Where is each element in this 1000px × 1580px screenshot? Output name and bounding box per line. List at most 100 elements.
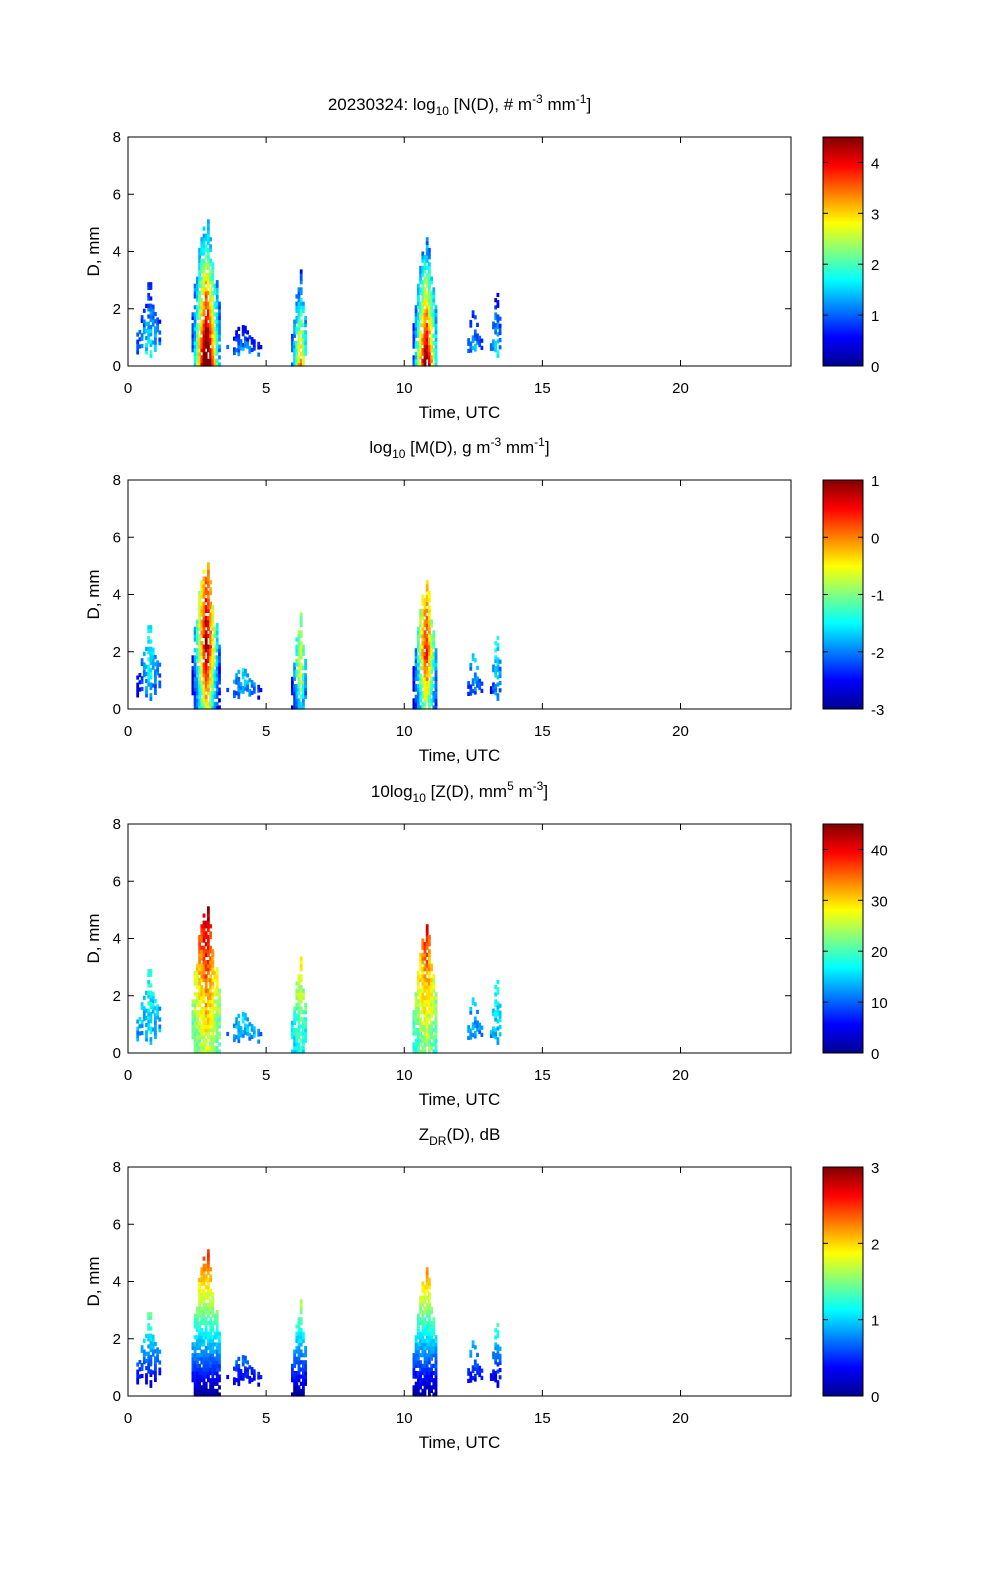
heatmap-cell	[211, 319, 215, 324]
heatmap-cell	[200, 276, 204, 281]
heatmap-cell	[293, 1006, 296, 1011]
heatmap-cell	[428, 337, 431, 342]
heatmap-cell	[467, 681, 470, 686]
heatmap-cell	[207, 648, 210, 653]
heatmap-cell	[226, 344, 230, 350]
heatmap-cell	[156, 1011, 159, 1016]
heatmap-cell	[200, 240, 204, 245]
heatmap-cell	[469, 348, 473, 353]
heatmap-cell	[498, 1014, 502, 1019]
heatmap-cell	[138, 337, 142, 342]
heatmap-cell	[302, 1335, 305, 1340]
heatmap-cell	[473, 1373, 477, 1378]
heatmap-cell	[211, 330, 215, 335]
heatmap-cell	[200, 583, 204, 588]
heatmap-cell	[425, 348, 429, 353]
heatmap-cell	[140, 661, 144, 666]
heatmap-cell	[196, 669, 199, 674]
heatmap-cell	[428, 666, 431, 671]
heatmap-cell	[158, 1017, 162, 1022]
heatmap-cell	[149, 307, 153, 312]
heatmap-cell	[200, 956, 204, 961]
heatmap-cell	[142, 326, 146, 331]
heatmap-cell	[496, 1001, 500, 1006]
heatmap-cell	[299, 1338, 303, 1343]
heatmap-cell	[196, 1002, 199, 1008]
heatmap-cell	[299, 280, 303, 285]
heatmap-cell	[235, 1367, 238, 1372]
heatmap-cell	[430, 633, 433, 639]
heatmap-cell	[196, 305, 199, 310]
heatmap-cell	[204, 1045, 208, 1050]
heatmap-cell	[414, 999, 418, 1004]
y-tick-label: 6	[113, 529, 121, 546]
heatmap-cell	[149, 650, 153, 655]
heatmap-cell	[211, 1392, 215, 1397]
heatmap-cell	[297, 1371, 301, 1376]
heatmap-cell	[196, 698, 199, 703]
heatmap-cell	[209, 1335, 212, 1340]
heatmap-cell	[207, 233, 210, 238]
heatmap-cell	[202, 341, 206, 346]
heatmap-cell	[200, 308, 204, 313]
heatmap-cell	[158, 319, 162, 324]
heatmap-cell	[425, 687, 429, 692]
heatmap-cell	[302, 988, 305, 993]
heatmap-cell	[432, 1320, 436, 1326]
heatmap-cell	[295, 326, 299, 331]
heatmap-cell	[207, 1353, 210, 1358]
heatmap-cell	[204, 1374, 208, 1379]
heatmap-cell	[423, 981, 427, 986]
heatmap-cell	[207, 358, 210, 363]
heatmap-cell	[215, 1038, 219, 1043]
heatmap-cell	[211, 981, 215, 986]
heatmap-cell	[202, 920, 206, 925]
heatmap-cell	[423, 1299, 427, 1304]
heatmap-cell	[295, 1335, 299, 1340]
heatmap-cell	[191, 655, 195, 660]
heatmap-cell	[423, 694, 427, 699]
heatmap-cell	[302, 705, 305, 710]
heatmap-cell	[299, 641, 303, 646]
heatmap-cell	[421, 1303, 425, 1308]
heatmap-cell	[211, 323, 215, 328]
heatmap-cell	[211, 358, 215, 363]
heatmap-cell	[419, 1295, 422, 1300]
heatmap-cell	[257, 1375, 261, 1380]
heatmap-cell	[204, 265, 208, 270]
heatmap-cell	[200, 1313, 204, 1318]
heatmap-cell	[209, 362, 212, 367]
heatmap-cell	[417, 630, 420, 635]
heatmap-cell	[198, 626, 201, 631]
heatmap-cell	[421, 1331, 425, 1336]
heatmap-cell	[200, 691, 204, 696]
heatmap-cell	[207, 691, 210, 696]
heatmap-cell	[204, 358, 208, 363]
heatmap-cell	[496, 693, 500, 698]
heatmap-cell	[218, 319, 221, 324]
heatmap-cell	[430, 301, 433, 306]
heatmap-cell	[207, 1320, 210, 1326]
heatmap-cell	[297, 981, 301, 986]
colorbar-tick-label: -3	[871, 702, 884, 719]
heatmap-cell	[414, 330, 418, 335]
heatmap-cell	[202, 226, 206, 231]
heatmap-cell	[202, 580, 206, 585]
heatmap-cell	[299, 619, 303, 624]
heatmap-cell	[428, 330, 431, 335]
heatmap-cell	[213, 1038, 217, 1043]
heatmap-cell	[204, 942, 208, 947]
heatmap-cell	[202, 949, 206, 954]
heatmap-cell	[417, 1349, 420, 1354]
heatmap-cell	[209, 655, 212, 660]
heatmap-cell	[213, 662, 217, 667]
heatmap-cell	[202, 1388, 206, 1393]
heatmap-cell	[193, 287, 197, 292]
heatmap-cell	[196, 651, 199, 656]
heatmap-cell	[494, 316, 498, 321]
heatmap-cell	[209, 1320, 212, 1326]
heatmap-cell	[432, 1028, 436, 1033]
y-tick-label: 8	[113, 472, 121, 489]
heatmap-cell	[211, 605, 215, 610]
heatmap-cell	[421, 1010, 425, 1015]
